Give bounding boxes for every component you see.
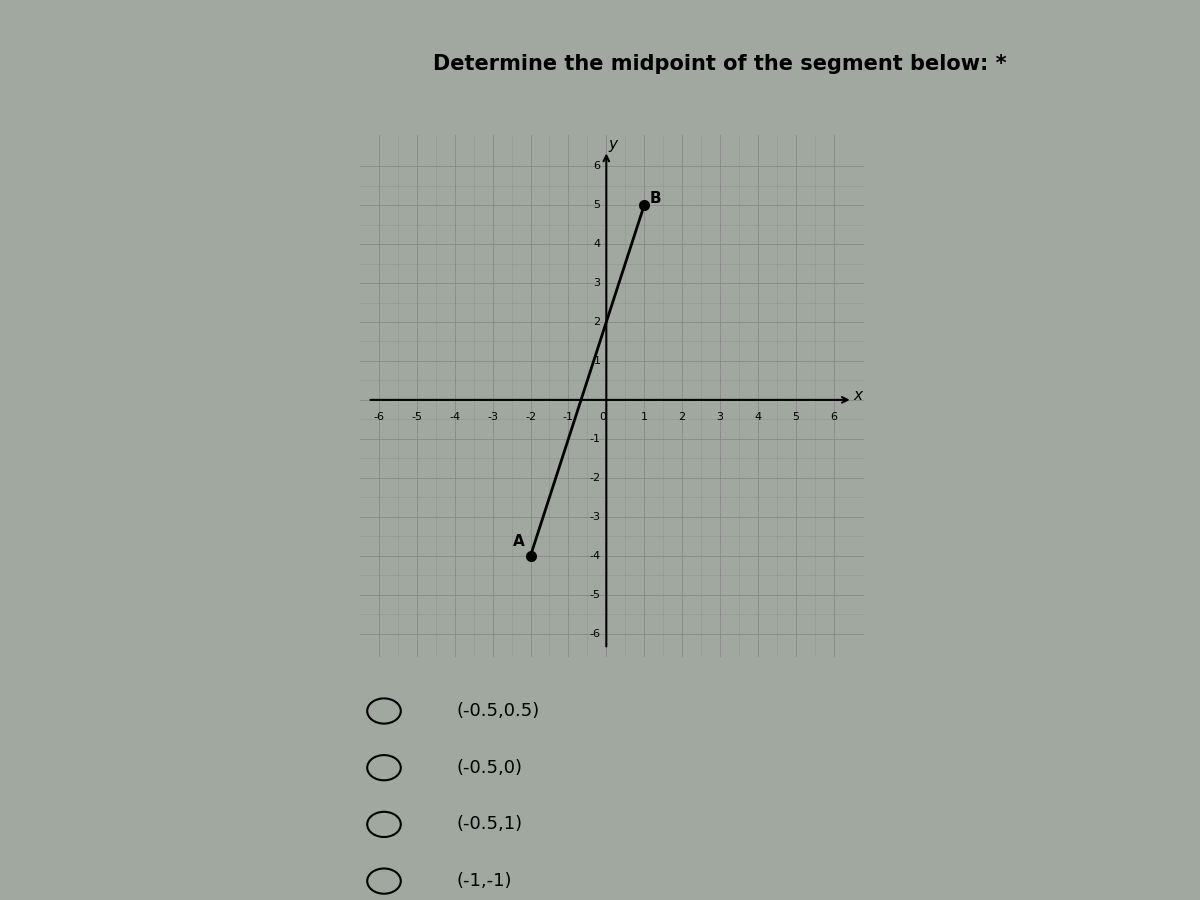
Text: 5: 5: [792, 411, 799, 421]
Text: (-0.5,0): (-0.5,0): [456, 759, 522, 777]
Text: -5: -5: [412, 411, 422, 421]
Text: -2: -2: [589, 472, 601, 482]
Text: 4: 4: [594, 239, 601, 249]
Text: 1: 1: [594, 356, 601, 366]
Text: B: B: [650, 191, 661, 206]
Text: -1: -1: [589, 434, 601, 444]
Text: x: x: [854, 389, 863, 403]
Text: 2: 2: [678, 411, 685, 421]
Text: (-1,-1): (-1,-1): [456, 872, 511, 890]
Text: 4: 4: [755, 411, 762, 421]
Text: (-0.5,0.5): (-0.5,0.5): [456, 702, 539, 720]
Text: -6: -6: [589, 628, 601, 639]
Text: -6: -6: [373, 411, 384, 421]
Text: 3: 3: [716, 411, 724, 421]
Text: -5: -5: [589, 590, 601, 599]
Text: -3: -3: [487, 411, 498, 421]
Text: -2: -2: [524, 411, 536, 421]
Text: 5: 5: [594, 200, 601, 210]
Text: A: A: [514, 534, 524, 549]
Text: (-0.5,1): (-0.5,1): [456, 815, 522, 833]
Text: -4: -4: [589, 551, 601, 561]
Text: 0: 0: [599, 411, 606, 421]
Text: 1: 1: [641, 411, 648, 421]
Text: Determine the midpoint of the segment below: *: Determine the midpoint of the segment be…: [433, 54, 1007, 74]
Text: 6: 6: [830, 411, 838, 421]
Text: 6: 6: [594, 161, 601, 171]
Text: 2: 2: [594, 317, 601, 327]
Text: y: y: [608, 137, 618, 152]
Text: -1: -1: [563, 411, 574, 421]
Text: 3: 3: [594, 278, 601, 288]
Text: -3: -3: [589, 512, 601, 522]
Text: -4: -4: [449, 411, 461, 421]
